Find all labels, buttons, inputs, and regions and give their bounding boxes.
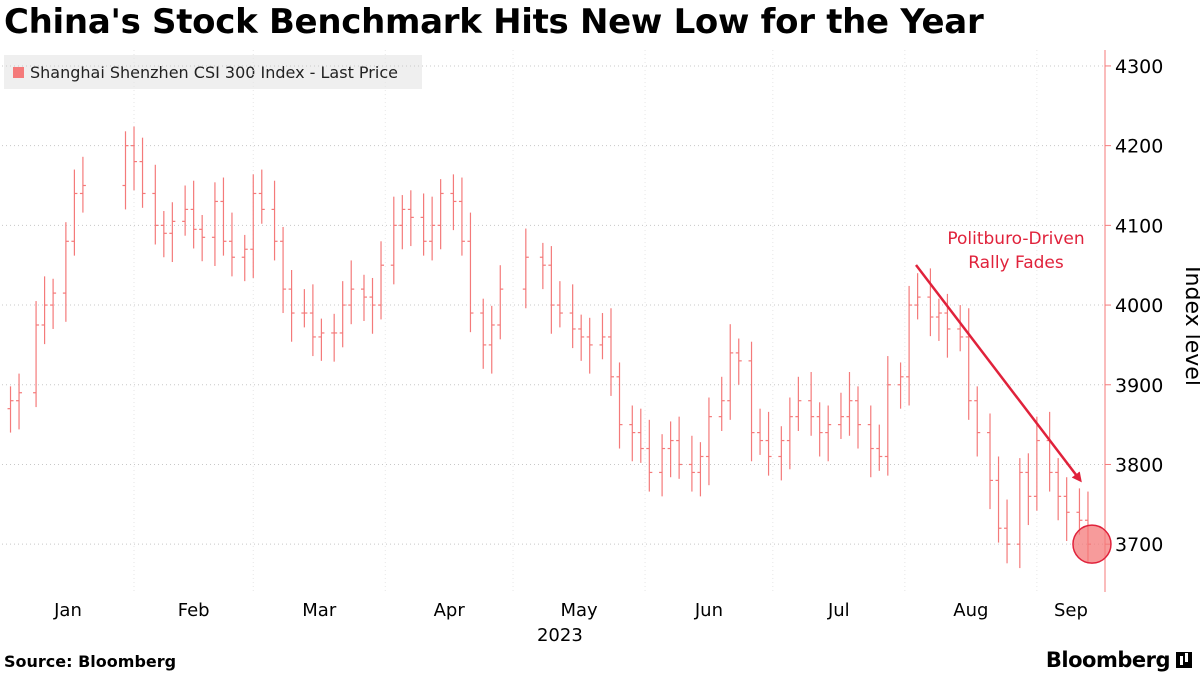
bloomberg-terminal-icon: [1176, 652, 1192, 668]
annotation-line-2: Rally Fades: [968, 253, 1064, 273]
x-grid-lines: [133, 50, 1038, 592]
x-tick-label: Aug: [953, 600, 988, 621]
source-note: Source: Bloomberg: [4, 652, 177, 671]
annotation-arrow: [915, 264, 1082, 483]
legend: Shanghai Shenzhen CSI 300 Index - Last P…: [4, 55, 422, 89]
y-axis-label: Index level: [1180, 266, 1200, 386]
x-year-label: 2023: [537, 625, 583, 646]
y-tick-label: 3900: [1115, 375, 1163, 397]
x-tick-label: Jun: [694, 600, 723, 621]
x-tick-label: Apr: [434, 600, 466, 621]
chart-title: China's Stock Benchmark Hits New Low for…: [4, 2, 984, 42]
x-tick-label: Jul: [827, 600, 850, 621]
legend-swatch: [13, 66, 24, 78]
legend-label: Shanghai Shenzhen CSI 300 Index - Last P…: [30, 62, 398, 82]
bloomberg-logo: Bloomberg: [1046, 648, 1192, 672]
y-tick-label: 4300: [1115, 56, 1163, 78]
y-tick-label: 3700: [1115, 534, 1163, 556]
x-tick-label: Sep: [1054, 600, 1088, 621]
x-tick-label: Jan: [53, 600, 82, 621]
y-tick-label: 4000: [1115, 295, 1163, 317]
x-tick-label: Feb: [178, 600, 210, 621]
brand-name: Bloomberg: [1045, 648, 1171, 672]
price-series: [7, 126, 1091, 569]
x-axis: Jan Feb Mar Apr May Jun Jul Aug Sep: [53, 600, 1088, 621]
x-tick-label: May: [560, 600, 598, 621]
y-tick-label: 4200: [1115, 136, 1163, 158]
annotation-line-1: Politburo-Driven: [947, 229, 1084, 249]
x-tick-label: Mar: [302, 600, 337, 621]
new-low-marker: [1072, 524, 1112, 564]
y-tick-label: 4100: [1115, 215, 1163, 237]
y-axis: 3700 3800 3900 4000 4100 4200 4300: [1105, 56, 1163, 556]
y-tick-label: 3800: [1115, 454, 1163, 476]
